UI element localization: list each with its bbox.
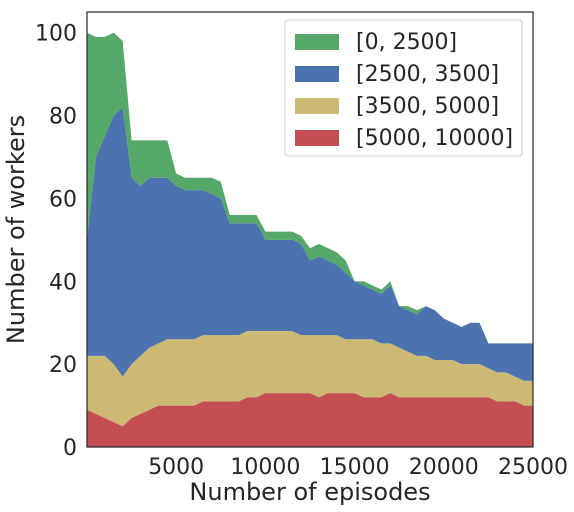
x-tick-label: 10000 [230,455,300,480]
legend-swatch [295,98,339,114]
y-axis-label: Number of workers [2,115,30,344]
area-series-2 [87,107,533,381]
plot-frame [86,11,534,448]
y-tick-labels: 0 20 40 60 80 100 [35,22,77,461]
legend-label: [0, 2500] [356,30,457,55]
legend-swatch [295,34,339,50]
y-tick-label: 20 [49,353,77,378]
area-series-1 [87,331,533,427]
y-tick-label: 100 [35,22,77,47]
x-axis-label: Number of episodes [189,478,430,506]
legend: [0, 2500] [2500, 3500] [3500, 5000] [5000, … [284,19,523,157]
x-tick-label: 5000 [148,455,204,480]
area-series-0 [87,393,533,447]
legend-label: [2500, 3500] [356,62,499,87]
y-tick-label: 80 [49,105,77,130]
x-tick-labels: 5000 10000 15000 20000 25000 [148,455,568,480]
y-tick-label: 0 [63,436,77,461]
x-tick-label: 25000 [498,455,568,480]
area-series-group [87,32,533,447]
legend-frame [284,19,523,157]
legend-label: [3500, 5000] [356,94,499,119]
y-tick-label: 40 [49,270,77,295]
legend-swatch [295,66,339,82]
y-tick-label: 60 [49,187,77,212]
legend-label: [5000, 10000] [356,126,513,151]
x-tick-label: 15000 [320,455,390,480]
x-tick-label: 20000 [409,455,479,480]
legend-swatch [295,130,339,146]
